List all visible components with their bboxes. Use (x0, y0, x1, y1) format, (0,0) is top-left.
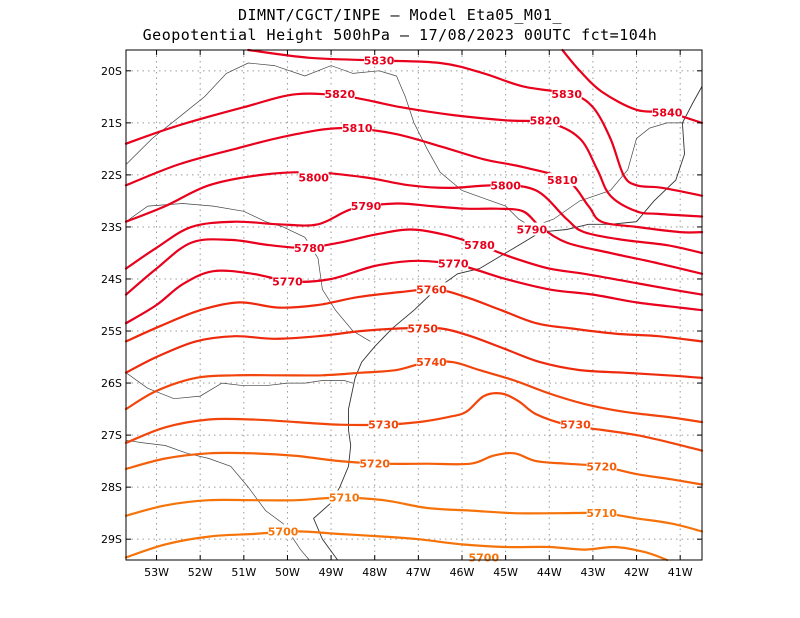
contour-label: 5790 (517, 224, 548, 237)
contour-label-bg (294, 240, 325, 254)
contour-label-bg (407, 321, 438, 335)
contour-label: 5780 (464, 239, 495, 252)
lon-tick-label: 44W (537, 566, 562, 579)
contour-label: 5820 (325, 88, 356, 101)
chart-title-line-2: Geopotential Height 500hPa – 17/08/2023 … (142, 26, 658, 44)
lat-tick-label: 24S (101, 273, 122, 286)
lat-tick-label: 28S (101, 481, 122, 494)
contour-label: 5730 (560, 419, 591, 432)
contour-label-bg (324, 87, 355, 101)
contour-5710 (124, 496, 704, 533)
contour-label-bg (560, 417, 591, 431)
lon-tick-label: 42W (624, 566, 649, 579)
state-border (125, 203, 371, 342)
lon-tick-label: 41W (668, 566, 693, 579)
contour-labels: 5830 5830 5840 5820 5820 5810 5810 5800 5800 5790… (268, 53, 683, 564)
contour-5700 (124, 530, 669, 562)
contour-5780 (124, 228, 704, 296)
contour-label-bg (529, 113, 560, 127)
contour-label-bg (464, 238, 495, 252)
lon-tick-label: 45W (493, 566, 518, 579)
contour-label-bg (416, 355, 447, 369)
state-border (396, 75, 532, 228)
contour-label: 5810 (547, 174, 578, 187)
contour-label-bg (438, 256, 469, 270)
contour-label: 5700 (268, 525, 299, 538)
contour-label-bg (551, 87, 582, 101)
contour-label: 5710 (329, 492, 360, 505)
lat-tick-label: 22S (101, 169, 122, 182)
lon-tick-label: 48W (362, 566, 387, 579)
contour-5770 (124, 259, 704, 325)
lat-tick-label: 20S (101, 65, 122, 78)
contour-5800 (124, 171, 704, 255)
contour-5810 (124, 126, 704, 234)
gridlines (126, 50, 702, 560)
contour-label-bg (516, 222, 547, 236)
contour-label: 5700 (469, 551, 500, 564)
contour-label: 5790 (351, 200, 382, 213)
lat-tick-label: 21S (101, 117, 122, 130)
contour-label-bg (272, 274, 303, 288)
lon-tick-label: 43W (580, 566, 605, 579)
contour-label-bg (268, 524, 299, 538)
coastline (313, 86, 703, 561)
state-border (531, 122, 685, 228)
axis-ticks: 53W 52W 51W 50W 49W 48W 47W 46W 45W 44W 43W 42W 41W 2… (101, 50, 702, 579)
lon-tick-label: 49W (319, 566, 344, 579)
contour-label-bg (586, 459, 617, 473)
contour-label-bg (298, 170, 329, 184)
lon-tick-label: 53W (144, 566, 169, 579)
contour-label: 5710 (586, 507, 617, 520)
contour-label: 5780 (294, 242, 325, 255)
contour-label: 5810 (342, 122, 373, 135)
map-frame (125, 49, 703, 561)
contour-label-bg (342, 121, 373, 135)
contour-label: 5770 (438, 257, 469, 270)
contour-label: 5800 (298, 172, 329, 185)
contour-5740 (124, 360, 704, 424)
state-border (125, 62, 397, 165)
contour-label: 5830 (551, 88, 582, 101)
contour-label: 5840 (652, 106, 683, 119)
contour-label-bg (490, 178, 521, 192)
lat-tick-label: 27S (101, 429, 122, 442)
lat-tick-label: 23S (101, 221, 122, 234)
contour-label-bg (351, 199, 381, 213)
lon-tick-label: 46W (450, 566, 475, 579)
contour-label: 5750 (407, 322, 438, 335)
contour-label: 5720 (359, 458, 390, 471)
contour-label: 5830 (364, 54, 395, 67)
contour-label-bg (359, 456, 390, 470)
contour-label-bg (652, 105, 683, 119)
contour-label-bg (329, 490, 360, 504)
state-border (125, 372, 354, 400)
contour-label: 5760 (416, 283, 447, 296)
contour-label-bg (364, 53, 395, 67)
chart-title-line-1: DIMNT/CGCT/INPE – Model Eta05_M01_ (237, 6, 563, 24)
contour-label-bg (586, 506, 617, 520)
lat-tick-label: 29S (101, 533, 122, 546)
contour-label-bg (547, 173, 578, 187)
lat-tick-label: 25S (101, 325, 122, 338)
contour-label-bg (368, 417, 399, 431)
contour-label: 5800 (490, 179, 521, 192)
lon-tick-label: 52W (188, 566, 213, 579)
contour-5790 (124, 202, 704, 275)
contour-label: 5740 (416, 356, 447, 369)
lon-tick-label: 47W (406, 566, 431, 579)
contour-label: 5720 (586, 460, 617, 473)
lon-tick-label: 51W (231, 566, 256, 579)
contour-label: 5730 (368, 419, 399, 432)
contour-5820 (124, 92, 704, 218)
contour-label-bg (416, 282, 447, 296)
contour-label: 5820 (530, 114, 561, 127)
lon-tick-label: 50W (275, 566, 300, 579)
contour-lines (124, 48, 704, 562)
contour-label: 5770 (272, 276, 303, 289)
lat-tick-label: 26S (101, 377, 122, 390)
contour-5730 (124, 391, 704, 452)
